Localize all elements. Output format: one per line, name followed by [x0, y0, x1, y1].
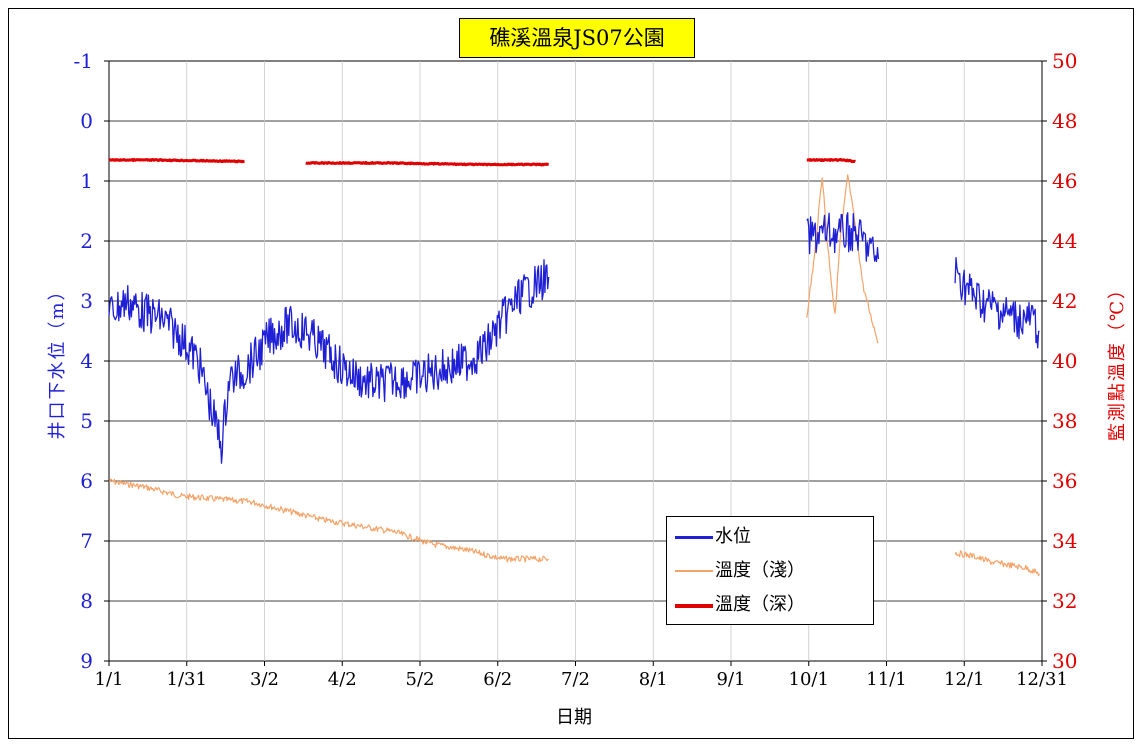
y-right-tick-label: 42: [1052, 289, 1077, 313]
series-line-water: [108, 259, 550, 464]
y-right-tick-label: 50: [1052, 49, 1077, 73]
legend-item-shallow: 溫度（淺）: [675, 559, 870, 583]
x-tick-label: 4/2: [328, 669, 357, 690]
x-tick-label: 1/31: [167, 669, 207, 690]
legend-label-deep: 溫度（深）: [715, 594, 805, 615]
x-tick-label: 8/1: [639, 669, 668, 690]
series-line-water: [954, 256, 1040, 349]
x-tick-label: 11/1: [866, 669, 906, 690]
x-tick-label: 6/2: [483, 669, 512, 690]
legend-label-shallow: 溫度（淺）: [715, 560, 805, 581]
x-tick-label: 3/2: [250, 669, 279, 690]
legend-item-water: 水位: [675, 525, 870, 549]
y-left-tick-label: 9: [80, 649, 93, 673]
y-right-tick-label: 36: [1052, 469, 1077, 493]
x-tick-label: 7/2: [561, 669, 590, 690]
y-left-tick-label: 3: [80, 289, 93, 313]
y-right-tick-label: 34: [1052, 529, 1077, 553]
y-right-tick-label: 44: [1052, 229, 1077, 253]
y-left-tick-label: 8: [80, 589, 93, 613]
y-right-tick-label: 32: [1052, 589, 1077, 613]
series-line-deep: [305, 161, 550, 167]
x-tick-label: 10/1: [789, 669, 829, 690]
x-tick-label: 5/2: [406, 669, 435, 690]
series-line-deep: [108, 158, 246, 164]
y-left-tick-label: 1: [80, 169, 93, 193]
legend-swatch-shallow: [675, 570, 713, 572]
y-right-tick-label: 48: [1052, 109, 1077, 133]
y-axis-left-label: 井口下水位（m）: [47, 280, 68, 440]
series-line-deep: [806, 158, 856, 164]
y-left-tick-label: 7: [80, 529, 93, 553]
legend-item-deep: 溫度（深）: [675, 593, 870, 617]
x-tick-label: 9/1: [717, 669, 746, 690]
y-left-tick-label: 2: [80, 229, 93, 253]
y-left-tick-label: 5: [80, 409, 93, 433]
y-left-tick-label: 6: [80, 469, 93, 493]
y-right-tick-label: 30: [1052, 649, 1077, 673]
series-line-shallow: [954, 550, 1040, 577]
legend: 水位 溫度（淺） 溫度（深）: [666, 516, 874, 625]
y-left-tick-label: 0: [80, 109, 93, 133]
y-left-tick-label: -1: [74, 49, 93, 73]
y-right-tick-label: 46: [1052, 169, 1077, 193]
y-left-tick-label: 4: [80, 349, 93, 373]
x-axis-label: 日期: [556, 707, 592, 728]
chart-title: 礁溪溫泉JS07公園: [459, 18, 695, 58]
x-tick-label: 1/1: [95, 669, 124, 690]
y-right-tick-label: 40: [1052, 349, 1077, 373]
series-line-shallow: [108, 478, 549, 563]
y-axis-right-label: 監測點溫度（℃）: [1107, 278, 1128, 442]
legend-swatch-deep: [675, 604, 713, 608]
x-tick-label: 12/31: [1016, 669, 1068, 690]
series-line-water: [806, 212, 880, 263]
x-tick-label: 12/1: [944, 669, 984, 690]
legend-label-water: 水位: [715, 526, 751, 547]
y-right-tick-label: 38: [1052, 409, 1077, 433]
legend-swatch-water: [675, 536, 713, 539]
